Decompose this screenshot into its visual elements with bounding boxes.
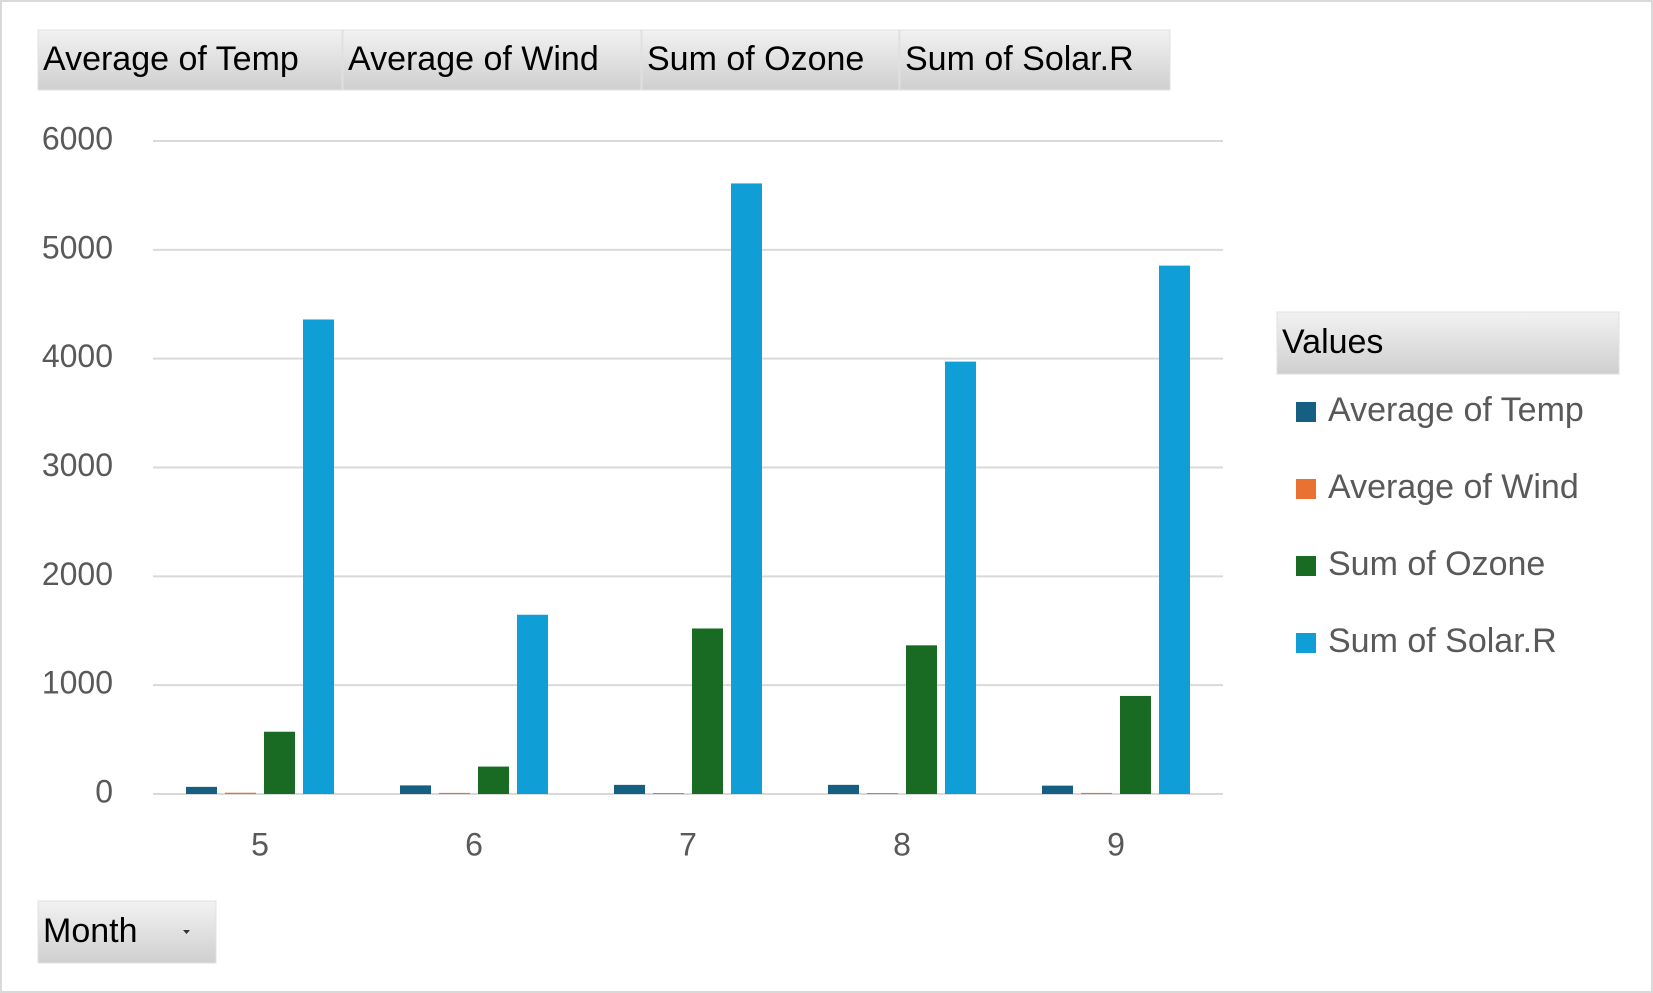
bar <box>186 786 217 794</box>
bar <box>692 628 723 794</box>
bar <box>867 793 898 794</box>
y-tick-label: 4000 <box>42 338 113 374</box>
bar <box>303 319 334 794</box>
legend-label: Average of Temp <box>1328 391 1584 429</box>
bar <box>1081 792 1112 794</box>
x-tick-label: 9 <box>1107 826 1125 862</box>
legend-swatch <box>1296 479 1316 499</box>
field-button-label: Sum of Solar.R <box>905 40 1134 78</box>
bar <box>945 361 976 794</box>
legend-label: Average of Wind <box>1328 468 1579 506</box>
bar <box>225 792 256 794</box>
x-tick-label: 5 <box>251 826 269 862</box>
bar <box>731 183 762 794</box>
bar <box>264 731 295 794</box>
legend-swatch <box>1296 633 1316 653</box>
y-tick-label: 2000 <box>42 556 113 592</box>
legend-title: Values <box>1282 323 1383 361</box>
bar <box>828 784 859 794</box>
legend-label: Sum of Solar.R <box>1328 622 1557 660</box>
bar <box>517 614 548 794</box>
x-tick-label: 7 <box>679 826 697 862</box>
y-tick-label: 5000 <box>42 229 113 265</box>
dropdown-arrow <box>183 930 190 934</box>
y-tick-label: 6000 <box>42 120 113 156</box>
bar <box>400 785 431 794</box>
axis-field-label: Month <box>43 912 138 950</box>
bar <box>1120 695 1151 794</box>
y-tick-label: 3000 <box>42 447 113 483</box>
legend-swatch <box>1296 402 1316 422</box>
bar <box>1159 265 1190 795</box>
bar <box>1042 785 1073 794</box>
legend-label: Sum of Ozone <box>1328 545 1545 583</box>
legend-title-box <box>1276 311 1620 375</box>
field-button-label: Average of Temp <box>43 40 299 78</box>
field-button[interactable] <box>37 29 343 91</box>
bar <box>614 784 645 794</box>
bar <box>906 645 937 794</box>
bar <box>653 793 684 794</box>
field-button-label: Sum of Ozone <box>647 40 864 78</box>
field-button-label: Average of Wind <box>348 40 599 78</box>
bar <box>439 792 470 794</box>
legend-swatch <box>1296 556 1316 576</box>
x-tick-label: 8 <box>893 826 911 862</box>
field-button[interactable] <box>342 29 642 91</box>
field-button[interactable] <box>641 29 900 91</box>
y-tick-label: 0 <box>95 773 113 809</box>
x-tick-label: 6 <box>465 826 483 862</box>
bar <box>478 766 509 794</box>
field-button[interactable] <box>899 29 1171 91</box>
y-tick-label: 1000 <box>42 665 113 701</box>
